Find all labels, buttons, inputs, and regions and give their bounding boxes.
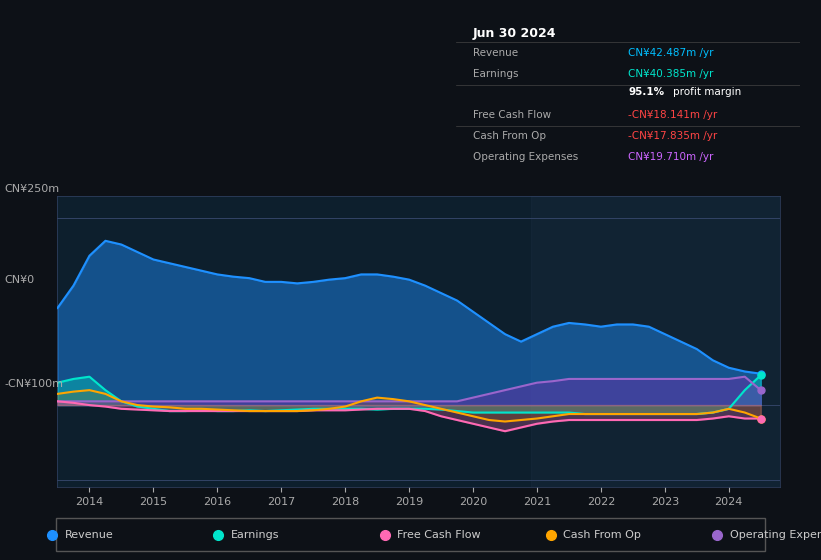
- Text: CN¥250m: CN¥250m: [4, 184, 59, 194]
- Bar: [530, 196, 780, 487]
- Text: -CN¥18.141m /yr: -CN¥18.141m /yr: [628, 110, 718, 120]
- Text: Operating Expenses: Operating Expenses: [730, 530, 821, 540]
- Text: -CN¥100m: -CN¥100m: [4, 379, 63, 389]
- Text: CN¥40.385m /yr: CN¥40.385m /yr: [628, 69, 713, 79]
- Text: CN¥0: CN¥0: [4, 275, 34, 285]
- Text: profit margin: profit margin: [673, 87, 741, 97]
- Text: Earnings: Earnings: [473, 69, 518, 79]
- Text: Revenue: Revenue: [65, 530, 113, 540]
- Text: 95.1%: 95.1%: [628, 87, 664, 97]
- Text: CN¥19.710m /yr: CN¥19.710m /yr: [628, 152, 713, 162]
- Text: CN¥42.487m /yr: CN¥42.487m /yr: [628, 48, 713, 58]
- Text: Cash From Op: Cash From Op: [563, 530, 641, 540]
- Text: Free Cash Flow: Free Cash Flow: [397, 530, 481, 540]
- Text: Earnings: Earnings: [231, 530, 279, 540]
- Text: Revenue: Revenue: [473, 48, 518, 58]
- Text: -CN¥17.835m /yr: -CN¥17.835m /yr: [628, 131, 718, 141]
- Text: Free Cash Flow: Free Cash Flow: [473, 110, 551, 120]
- Text: Operating Expenses: Operating Expenses: [473, 152, 578, 162]
- Text: Jun 30 2024: Jun 30 2024: [473, 27, 557, 40]
- Text: Cash From Op: Cash From Op: [473, 131, 546, 141]
